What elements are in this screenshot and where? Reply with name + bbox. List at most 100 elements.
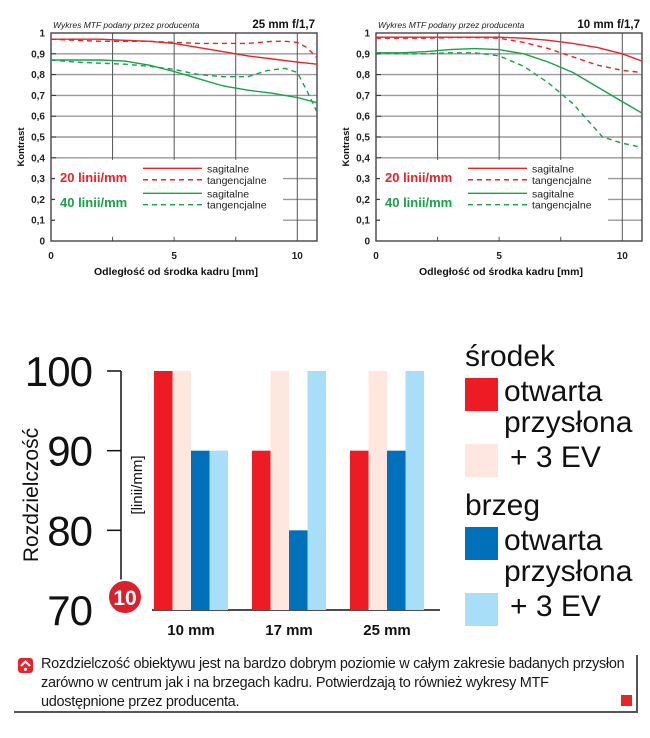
bar [368, 371, 387, 610]
x-tick-label: 10 [292, 251, 304, 262]
legend-label: + 3 EV [510, 590, 601, 623]
mtf-title: 10 mm f/1,7 [577, 19, 640, 31]
series-line [50, 38, 318, 59]
legend-swatch [465, 378, 498, 411]
legend-background [55, 159, 283, 237]
caption-box: Rozdzielczość obiektywu jest na bardzo d… [14, 655, 638, 713]
y-tick-label: 0,7 [356, 91, 370, 102]
legend-entry-label: sagitalne [532, 163, 574, 175]
series-line [51, 38, 318, 65]
y-tick-label: 1 [364, 29, 370, 40]
y-tick-label: 0,9 [31, 49, 45, 60]
legend-item-edge-open: otwarta przysłona [465, 525, 650, 587]
legend-group-title-edge: brzeg [465, 489, 541, 522]
legend-entry-label: tangencjalne [207, 200, 267, 212]
bar [154, 371, 173, 610]
legend-label: + 3 EV [510, 441, 601, 474]
x-tick-label: 10 [617, 251, 629, 262]
y-tick-label: 70 [47, 587, 92, 634]
bar [209, 450, 228, 610]
y-tick-label: 80 [47, 507, 92, 554]
legend-group-title-center: środek [465, 340, 556, 373]
bar [405, 371, 424, 610]
plot-frame [375, 32, 643, 242]
legend-entry-label: tangencjalne [532, 200, 592, 212]
series-line [50, 59, 318, 113]
y-tick-label: 0,6 [31, 112, 45, 123]
legend-swatch [465, 527, 498, 560]
y-tick-label: 0,1 [31, 216, 45, 227]
legend-entry-label: tangencjalne [532, 175, 592, 187]
legend-swatch [465, 444, 498, 477]
y-axis-unit: [linii/mm] [129, 455, 146, 514]
x-tick-label: 5 [171, 251, 177, 262]
x-axis-label: Odległość od środka kadru [mm] [419, 266, 583, 278]
y-tick-label: 0,3 [31, 174, 45, 185]
y-tick-label: 0,7 [31, 91, 45, 102]
y-tick-label: 0,2 [31, 195, 45, 206]
bar-chart-legend: środek otwarta przysłona + 3 EV brzeg ot… [465, 340, 650, 630]
resolution-bar-chart: 70 80 90 100 Rozdzielczość [linii/mm] 10 mm 17 … [20, 348, 440, 639]
bar [350, 450, 369, 610]
legend-label: otwarta przysłona [504, 524, 633, 588]
x-tick-label: 0 [48, 251, 54, 262]
legend-item-center-3ev: + 3 EV [465, 442, 650, 477]
mtf-chart-10mm: Wykres MTF podany przez producenta 10 mm … [341, 19, 643, 278]
legend-entry-label: sagitalne [207, 163, 249, 175]
y-tick-label: 100 [25, 348, 92, 395]
y-tick-label: 0,8 [356, 70, 370, 81]
y-axis-label: Kontrast [16, 127, 27, 167]
y-tick-label: 0,1 [356, 216, 370, 227]
legend-group-label: 40 linii/mm [385, 195, 452, 210]
series-line [51, 59, 318, 104]
x-axis-label: Odległość od środka kadru [mm] [94, 266, 258, 278]
x-tick-label: 5 [496, 251, 502, 262]
x-tick-label: 10 mm [167, 622, 215, 639]
legend-entry-label: sagitalne [532, 188, 574, 200]
y-tick-label: 0 [39, 237, 45, 248]
y-tick-label: 0,4 [31, 153, 45, 164]
legend-entry-label: sagitalne [207, 188, 249, 200]
legend-group-label: 40 linii/mm [60, 195, 127, 210]
badge-circle [107, 579, 143, 615]
y-tick-label: 0,3 [356, 174, 370, 185]
bar [307, 371, 326, 610]
y-tick-label: 0,4 [356, 153, 370, 164]
legend-swatch [465, 593, 498, 626]
legend-group-label: 20 linii/mm [385, 170, 452, 185]
y-axis-label: Kontrast [341, 127, 352, 167]
x-tick-label: 0 [373, 251, 379, 262]
y-tick-label: 1 [39, 29, 45, 40]
y-tick-label: 0,5 [356, 133, 370, 144]
y-tick-label: 0 [364, 237, 370, 248]
legend-entry-label: tangencjalne [207, 175, 267, 187]
y-tick-label: 0,9 [356, 49, 370, 60]
bar [172, 371, 191, 610]
bar [191, 450, 210, 610]
y-tick-label: 0,6 [356, 112, 370, 123]
series-line [376, 47, 643, 114]
series-line [376, 36, 643, 74]
caption-text: Rozdzielczość obiektywu jest na bardzo d… [41, 656, 625, 710]
y-tick-label: 0,2 [356, 195, 370, 206]
y-tick-label: 0,5 [31, 133, 45, 144]
x-tick-label: 25 mm [363, 622, 411, 639]
warning-up-arrow-icon [18, 658, 33, 673]
y-axis-label: Rozdzielczość [20, 428, 43, 562]
plot-frame [50, 32, 318, 242]
mtf-title: 25 mm f/1,7 [252, 19, 315, 31]
x-tick-label: 17 mm [265, 622, 313, 639]
bar [252, 450, 271, 610]
mtf-subtitle: Wykres MTF podany przez producenta [53, 20, 200, 30]
end-mark [621, 695, 632, 706]
series-line [375, 52, 643, 149]
legend-group-label: 20 linii/mm [60, 170, 127, 185]
bar [289, 530, 308, 610]
series-line [376, 36, 643, 62]
mtf-subtitle: Wykres MTF podany przez producenta [378, 20, 525, 30]
y-tick-label: 0,8 [31, 70, 45, 81]
legend-item-edge-3ev: + 3 EV [465, 591, 650, 626]
mtf-chart-25mm: Wykres MTF podany przez producenta 25 mm … [16, 19, 318, 278]
legend-label: otwarta przysłona [504, 375, 633, 439]
bar [387, 450, 406, 610]
